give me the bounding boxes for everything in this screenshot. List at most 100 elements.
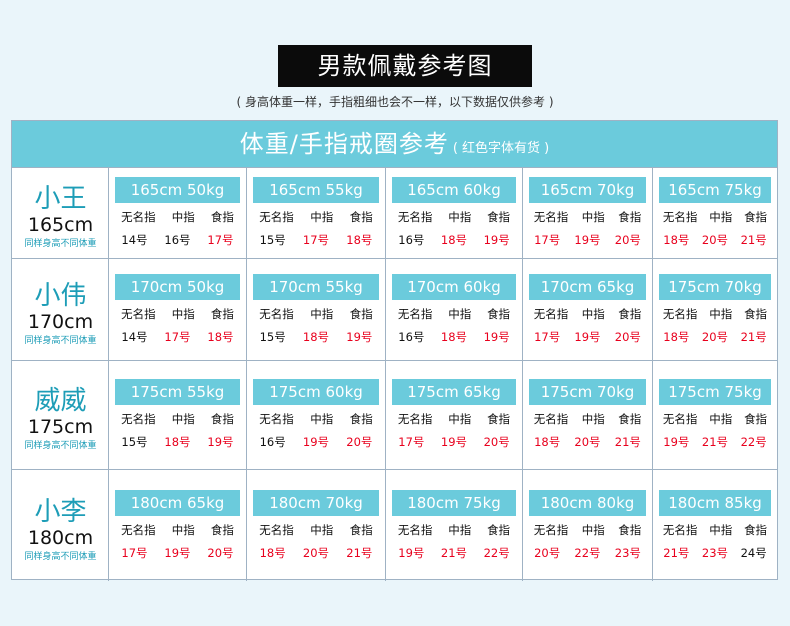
finger-label: 中指 — [709, 210, 733, 224]
person-name: 小王 — [34, 184, 87, 214]
finger-label: 食指 — [487, 412, 511, 426]
finger-label: 中指 — [581, 522, 605, 537]
person-height: 170cm — [27, 310, 94, 333]
finger-labels: 无名指 中指 食指 — [390, 522, 518, 538]
person-height: 165cm — [27, 214, 94, 236]
size-cell: 175cm 70kg 无名指 中指 食指 18号 20号 21号 — [523, 361, 653, 469]
finger-labels: 无名指 中指 食指 — [113, 522, 242, 538]
ring-size: 18号 — [663, 233, 690, 247]
height-weight-tag: 175cm 65kg — [392, 379, 516, 405]
ring-sizes: 16号 18号 19号 — [390, 232, 518, 248]
finger-label: 中指 — [171, 306, 195, 321]
ring-size: 19号 — [440, 435, 468, 449]
ring-size: 20号 — [701, 233, 729, 247]
finger-label: 食指 — [210, 412, 234, 426]
finger-label: 食指 — [349, 210, 373, 224]
finger-label: 中指 — [448, 412, 472, 426]
finger-label: 食指 — [349, 522, 373, 537]
finger-label: 中指 — [448, 522, 472, 537]
ring-size: 19号 — [574, 329, 601, 344]
finger-label: 中指 — [448, 210, 472, 224]
ring-sizes: 18号 20号 21号 — [527, 434, 648, 450]
ring-size: 20号 — [483, 435, 510, 449]
finger-labels: 无名指 中指 食指 — [657, 411, 773, 427]
ring-sizes: 17号 19号 20号 — [113, 545, 242, 561]
size-cell: 175cm 55kg 无名指 中指 食指 15号 18号 19号 — [109, 361, 247, 469]
ring-sizes: 14号 17号 18号 — [113, 329, 242, 345]
finger-label: 中指 — [709, 522, 733, 537]
finger-labels: 无名指 中指 食指 — [251, 209, 381, 225]
finger-label: 无名指 — [397, 522, 433, 537]
finger-label: 中指 — [581, 210, 605, 224]
finger-label: 无名指 — [662, 522, 698, 537]
ring-size: 19号 — [663, 435, 690, 449]
finger-label: 无名指 — [121, 306, 156, 321]
ring-size: 15号 — [259, 233, 286, 247]
finger-label: 食指 — [487, 306, 511, 321]
finger-label: 食指 — [744, 210, 768, 224]
finger-label: 食指 — [349, 412, 373, 426]
size-cell: 180cm 85kg 无名指 中指 食指 21号 23号 24号 — [653, 470, 777, 581]
size-cell: 165cm 75kg 无名指 中指 食指 18号 20号 21号 — [653, 168, 777, 258]
finger-label: 中指 — [581, 306, 605, 321]
finger-label: 中指 — [709, 412, 733, 426]
ring-sizes: 21号 23号 24号 — [657, 545, 773, 561]
size-cell: 165cm 70kg 无名指 中指 食指 17号 19号 20号 — [523, 168, 653, 258]
height-weight-tag: 165cm 60kg — [392, 177, 516, 203]
ring-size: 17号 — [207, 233, 234, 247]
finger-labels: 无名指 中指 食指 — [113, 306, 242, 322]
ring-size: 18号 — [207, 329, 234, 344]
height-weight-tag: 165cm 55kg — [253, 177, 379, 203]
size-cell: 180cm 70kg 无名指 中指 食指 18号 20号 21号 — [247, 470, 386, 581]
ring-sizes: 15号 18号 19号 — [251, 329, 381, 345]
finger-label: 无名指 — [662, 210, 698, 224]
finger-label: 食指 — [210, 210, 234, 224]
finger-label: 中指 — [171, 412, 195, 426]
ring-size: 15号 — [259, 329, 286, 344]
ring-size: 18号 — [663, 329, 690, 344]
finger-label: 无名指 — [662, 412, 698, 426]
finger-label: 食指 — [744, 522, 768, 537]
ring-sizes: 16号 19号 20号 — [251, 434, 381, 450]
size-cell: 165cm 50kg 无名指 中指 食指 14号 16号 17号 — [109, 168, 247, 258]
ring-size: 19号 — [302, 435, 330, 449]
finger-label: 食指 — [744, 412, 768, 426]
size-cell: 180cm 75kg 无名指 中指 食指 19号 21号 22号 — [386, 470, 523, 581]
finger-label: 食指 — [618, 412, 642, 426]
person-height: 175cm — [27, 416, 94, 438]
ring-size: 18号 — [534, 435, 561, 449]
ring-size: 20号 — [614, 233, 641, 247]
finger-label: 食指 — [744, 306, 768, 321]
ring-size: 21号 — [614, 435, 641, 449]
finger-label: 食指 — [618, 210, 642, 224]
ring-size: 21号 — [346, 545, 373, 560]
ring-size: 16号 — [398, 233, 425, 247]
finger-label: 食指 — [210, 522, 234, 537]
ring-size: 16号 — [259, 435, 286, 449]
finger-labels: 无名指 中指 食指 — [390, 306, 518, 322]
finger-label: 无名指 — [397, 210, 433, 224]
finger-label: 无名指 — [121, 522, 156, 537]
ring-sizes: 18号 20号 21号 — [657, 232, 773, 248]
ring-size: 21号 — [701, 435, 729, 449]
person-hint: 同样身高不同体重 — [24, 335, 97, 346]
person-cell: 威威 175cm 同样身高不同体重 — [12, 361, 109, 469]
size-cell: 175cm 65kg 无名指 中指 食指 17号 19号 20号 — [386, 361, 523, 469]
ring-sizes: 16号 18号 19号 — [390, 329, 518, 345]
finger-label: 无名指 — [397, 412, 433, 426]
ring-size: 20号 — [346, 435, 373, 449]
ring-size: 15号 — [121, 435, 148, 449]
size-cell: 180cm 65kg 无名指 中指 食指 17号 19号 20号 — [109, 470, 247, 581]
ring-size: 21号 — [740, 329, 767, 344]
table-note: ( 红色字体有货 ) — [452, 141, 550, 156]
ring-size: 17号 — [164, 329, 191, 344]
height-weight-tag: 175cm 60kg — [253, 379, 379, 405]
person-name: 小伟 — [34, 280, 87, 311]
page-title: 男款佩戴参考图 — [278, 45, 532, 87]
ring-sizes: 17号 19号 20号 — [527, 232, 648, 248]
ring-size: 18号 — [302, 329, 330, 344]
person-hint: 同样身高不同体重 — [24, 239, 97, 249]
height-weight-tag: 175cm 70kg — [529, 379, 646, 405]
finger-label: 无名指 — [533, 522, 569, 537]
finger-labels: 无名指 中指 食指 — [113, 209, 242, 225]
